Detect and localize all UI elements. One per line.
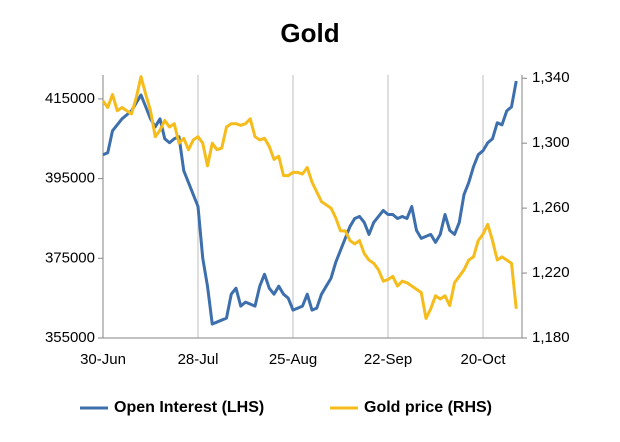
y-tick-label: 375000 (45, 249, 95, 266)
x-tick-label: 22-Sep (364, 351, 412, 368)
y-tick-label: 415000 (45, 90, 95, 107)
y2-tick-label: 1,260 (532, 199, 570, 216)
y2-tick-label: 1,180 (532, 329, 570, 346)
series-line (102, 80, 518, 326)
x-tick-label: 28-Jul (178, 351, 219, 368)
y2-tick-label: 1,300 (532, 134, 570, 151)
y2-tick-label: 1,340 (532, 69, 570, 86)
chart-title: Gold (280, 18, 339, 48)
x-tick-label: 20-Oct (460, 351, 506, 368)
legend-label: Gold price (RHS) (364, 399, 492, 416)
x-tick-label: 30-Jun (80, 351, 126, 368)
y-tick-label: 395000 (45, 170, 95, 187)
x-tick-label: 25-Aug (269, 351, 317, 368)
y-tick-label: 355000 (45, 329, 95, 346)
series-line (101, 75, 518, 321)
y2-tick-label: 1,220 (532, 264, 570, 281)
legend-label: Open Interest (LHS) (114, 399, 264, 416)
